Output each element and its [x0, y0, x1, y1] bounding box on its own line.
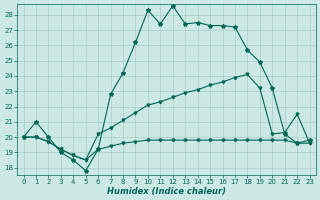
X-axis label: Humidex (Indice chaleur): Humidex (Indice chaleur) — [107, 187, 226, 196]
